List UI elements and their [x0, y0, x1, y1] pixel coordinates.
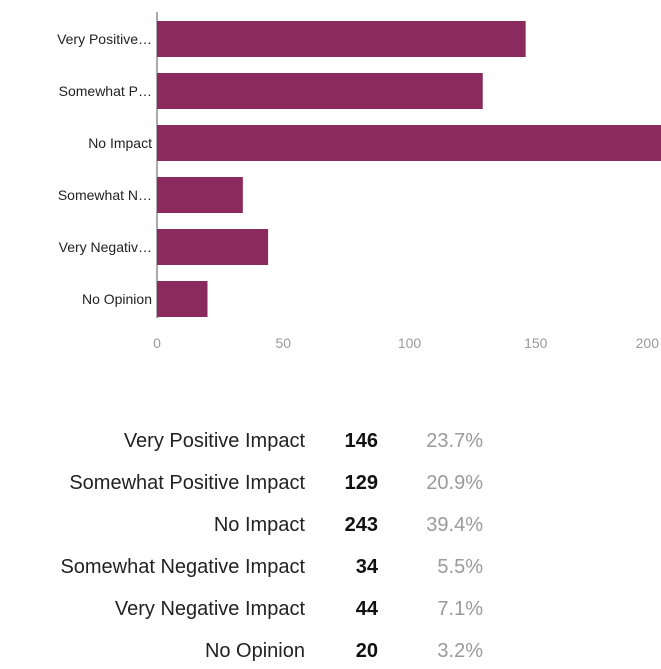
bar — [157, 229, 269, 265]
category-label: No Opinion — [82, 291, 152, 307]
summary-percent: 3.2% — [437, 640, 483, 662]
summary-count: 129 — [344, 472, 378, 494]
bar — [157, 73, 483, 109]
category-label: No Impact — [88, 135, 152, 151]
bar — [157, 125, 661, 161]
summary-percent: 5.5% — [437, 556, 483, 578]
summary-label: No Opinion — [204, 640, 305, 662]
summary-percent: 23.7% — [426, 430, 483, 452]
summary-count: 20 — [355, 640, 378, 662]
bar — [157, 21, 526, 57]
category-labels: Very Positive… Somewhat P… No Impact Somewh… — [57, 31, 152, 307]
category-label: Very Negativ… — [59, 239, 152, 255]
summary-count: 44 — [355, 598, 378, 620]
x-tick-label: 150 — [524, 335, 548, 351]
x-tick-label: 50 — [275, 335, 291, 351]
summary-row: Somewhat Positive Impact 129 20.9% — [0, 472, 661, 500]
bars-group — [157, 21, 661, 317]
summary-count: 34 — [355, 556, 378, 578]
summary-percent: 7.1% — [437, 598, 483, 620]
category-label: Somewhat N… — [58, 187, 152, 203]
summary-count: 146 — [344, 430, 378, 452]
summary-label: Somewhat Negative Impact — [60, 556, 305, 578]
category-label: Very Positive… — [57, 31, 152, 47]
summary-percent: 39.4% — [426, 514, 483, 536]
summary-row: Very Positive Impact 146 23.7% — [0, 430, 661, 458]
x-tick-label: 0 — [153, 335, 161, 351]
bar — [157, 177, 243, 213]
category-label: Somewhat P… — [59, 83, 152, 99]
summary-row: No Impact 243 39.4% — [0, 514, 661, 542]
summary-label: Very Negative Impact — [114, 598, 305, 620]
x-tick-label: 200 — [636, 335, 660, 351]
summary-row: Somewhat Negative Impact 34 5.5% — [0, 556, 661, 584]
x-axis-ticks: 0 50 100 150 200 — [153, 335, 659, 351]
summary-label: Very Positive Impact — [123, 430, 305, 452]
x-tick-label: 100 — [398, 335, 422, 351]
summary-percent: 20.9% — [426, 472, 483, 494]
bar — [157, 281, 208, 317]
summary-count: 243 — [344, 514, 378, 536]
summary-row: Very Negative Impact 44 7.1% — [0, 598, 661, 626]
summary-row: No Opinion 20 3.2% — [0, 640, 661, 668]
summary-label: No Impact — [213, 514, 305, 536]
summary-label: Somewhat Positive Impact — [69, 472, 305, 494]
bar-chart: Very Positive… Somewhat P… No Impact Somewh… — [57, 12, 661, 351]
